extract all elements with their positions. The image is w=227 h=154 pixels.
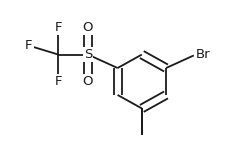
Text: S: S [83, 48, 92, 61]
Text: Br: Br [195, 48, 209, 61]
Text: Br: Br [195, 48, 209, 61]
Text: F: F [25, 39, 32, 52]
Text: O: O [82, 75, 93, 88]
Text: F: F [54, 21, 62, 34]
Text: F: F [54, 75, 62, 88]
Text: O: O [82, 21, 93, 34]
